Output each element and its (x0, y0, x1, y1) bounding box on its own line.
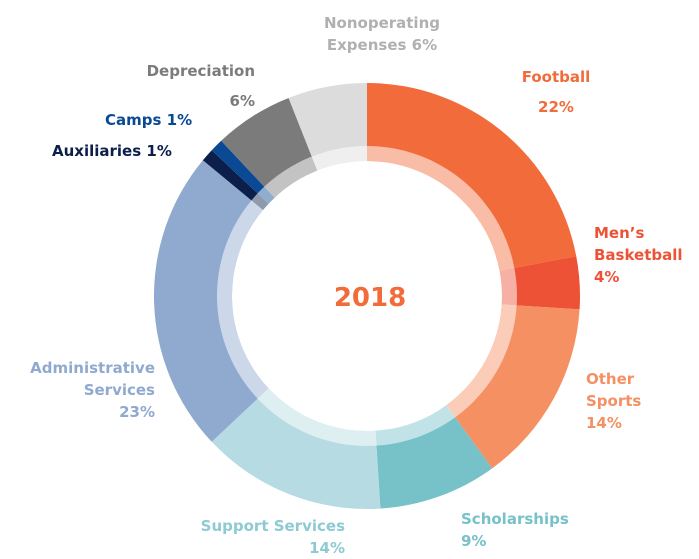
donut-segment (211, 388, 381, 509)
value-label: 4% (594, 268, 620, 286)
value-label: 22% (538, 98, 574, 116)
donut-segment (211, 140, 275, 204)
slice-label: Support Services 14% (170, 515, 345, 559)
category-name: Football (521, 68, 591, 86)
value-label: 1% (146, 142, 172, 160)
category-name: Other Sports (586, 370, 642, 410)
donut-segment (499, 256, 580, 310)
value-label: 9% (461, 532, 487, 550)
slice-label: Football 22% (506, 62, 606, 122)
value-label: 6% (229, 92, 255, 110)
category-name: Support Services (200, 517, 345, 535)
category-name: Administrative Services (30, 359, 155, 399)
category-name: Auxiliaries (52, 142, 142, 160)
category-name: Nonoperating Expenses (323, 14, 440, 54)
value-label: 23% (119, 403, 155, 421)
donut-segment (367, 83, 577, 271)
value-label: 6% (411, 36, 438, 54)
category-name: Men’s Basketball (594, 224, 683, 264)
value-label: 1% (166, 111, 193, 129)
category-name: Scholarships (461, 510, 569, 528)
category-name: Camps (105, 111, 162, 129)
slice-label: Other Sports 14% (586, 368, 666, 434)
slice-label: Depreciation 6% (100, 56, 255, 116)
slice-label: Men’s Basketball 4% (594, 222, 699, 288)
value-label: 14% (309, 539, 345, 557)
slice-label: Nonoperating Expenses 6% (307, 12, 457, 56)
chart-title: 2018 (334, 283, 406, 313)
slice-label: Administrative Services 23% (5, 357, 155, 423)
donut-segment (202, 150, 269, 210)
donut-segment (446, 304, 580, 469)
value-label: 14% (586, 414, 622, 432)
slice-label: Auxiliaries 1% (52, 140, 252, 162)
slice-label: Camps 1% (105, 109, 305, 131)
slice-label: Scholarships 9% (461, 508, 601, 552)
category-name: Depreciation (146, 62, 255, 80)
